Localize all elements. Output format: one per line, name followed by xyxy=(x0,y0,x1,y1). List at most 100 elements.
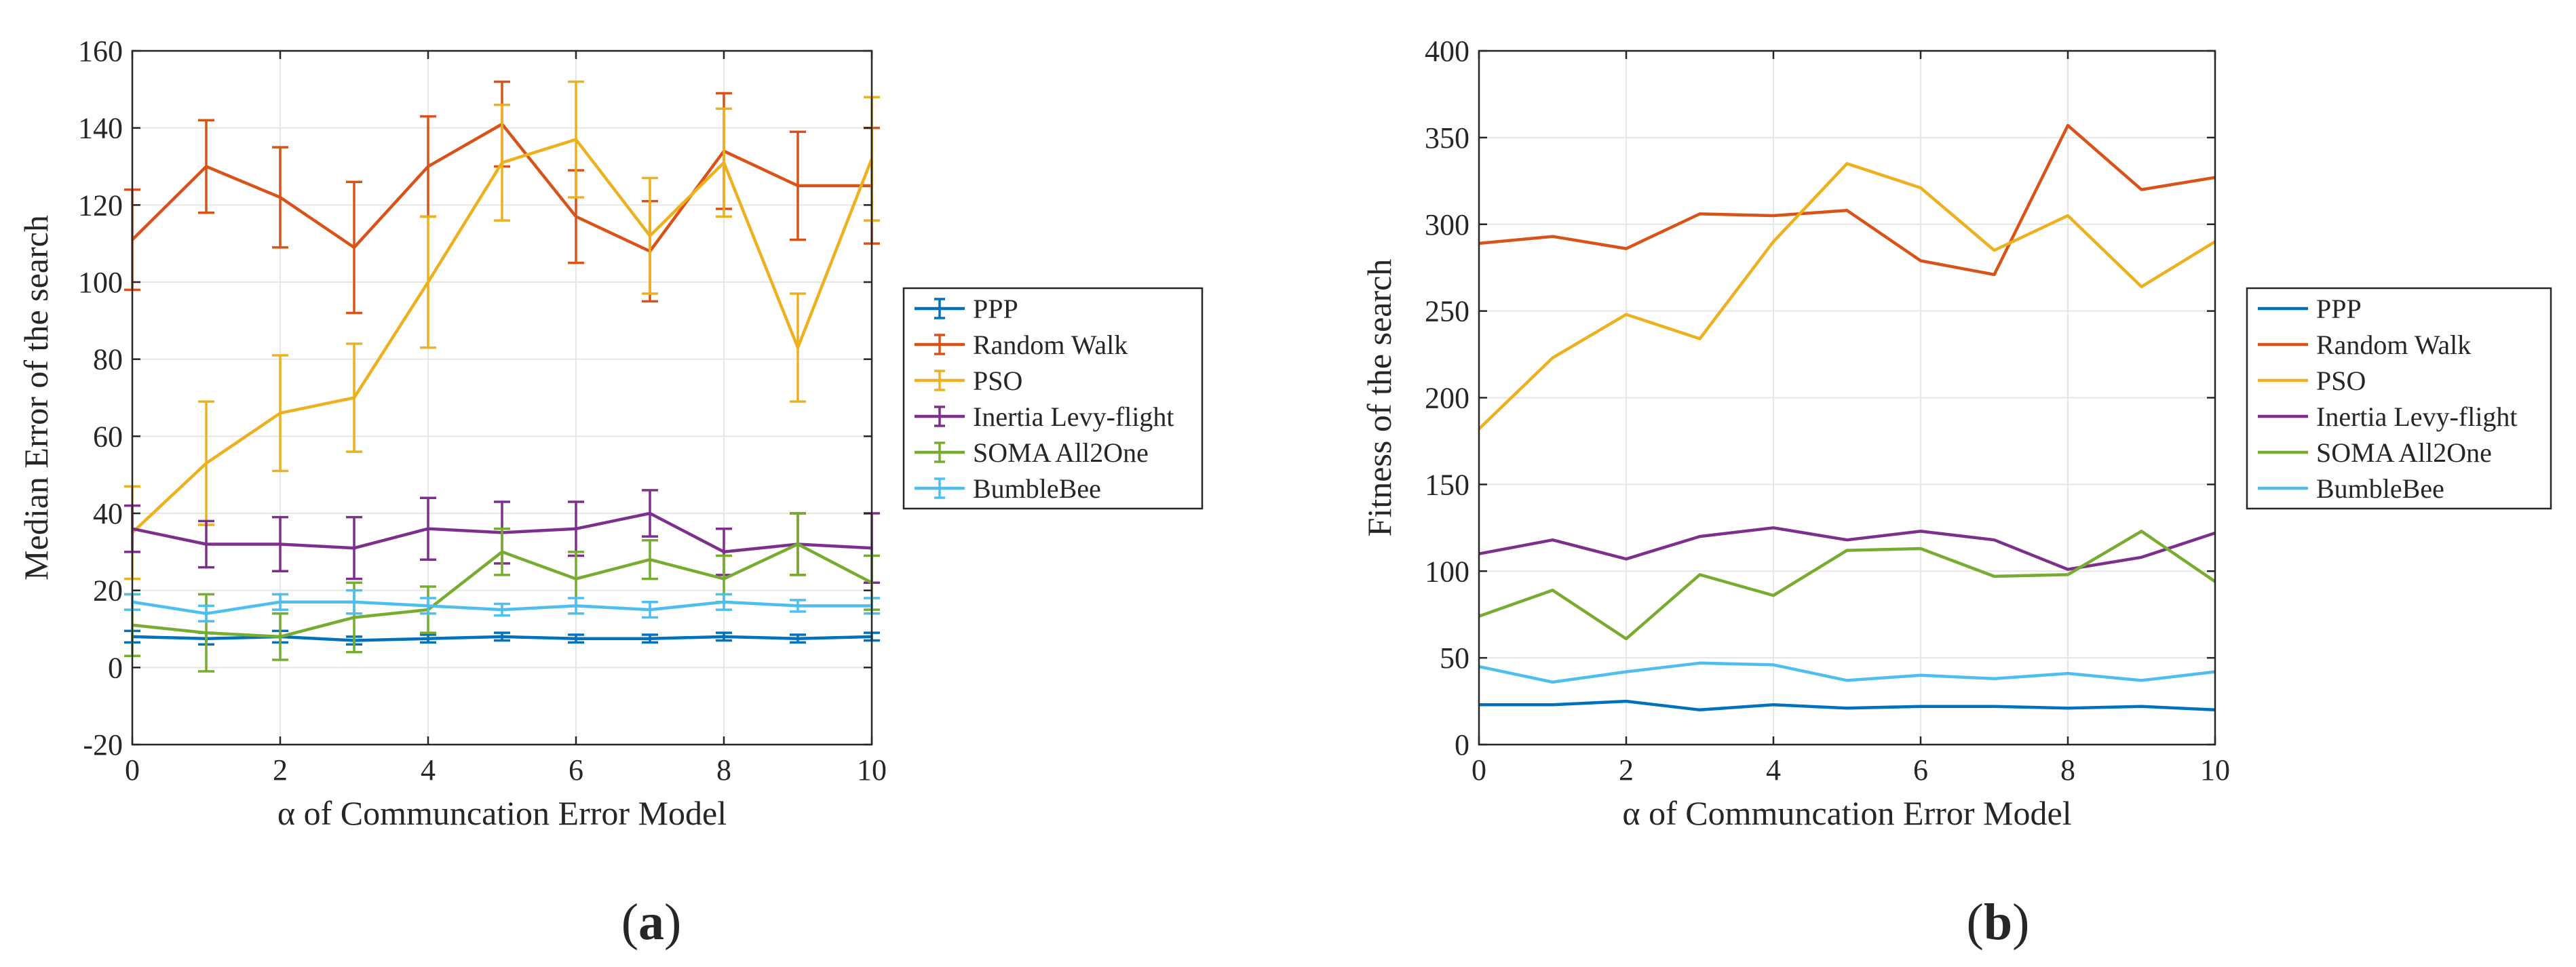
legend-label: BumbleBee xyxy=(2316,473,2444,504)
series-line-soma-all2one xyxy=(1478,530,2216,641)
y-tick-label: 400 xyxy=(1425,35,1469,68)
legend-label: PSO xyxy=(2316,366,2366,396)
panel-label-close: ) xyxy=(2012,894,2029,951)
panel-label-close: ) xyxy=(664,894,681,951)
y-tick-label: 200 xyxy=(1425,382,1469,415)
y-tick-label: 300 xyxy=(1425,208,1469,241)
legend-label: PPP xyxy=(2316,294,2362,324)
legend-label: SOMA All2One xyxy=(973,437,1149,468)
error-bar xyxy=(420,215,436,349)
x-tick-label: 0 xyxy=(125,753,140,787)
y-tick-label: 40 xyxy=(93,497,123,530)
error-bar xyxy=(790,292,806,403)
panel-label-open: ( xyxy=(1967,894,1984,951)
error-bar xyxy=(420,597,436,615)
legend-label: Inertia Levy-flight xyxy=(2316,401,2518,432)
error-bar xyxy=(642,633,658,644)
series-line-random-walk xyxy=(1478,123,2216,277)
error-bar xyxy=(198,519,214,569)
x-tick-label: 4 xyxy=(421,753,436,787)
legend-label: PSO xyxy=(973,366,1022,396)
y-tick-label: 140 xyxy=(78,112,123,145)
panel-label-letter: a xyxy=(638,894,664,951)
x-axis-label: α of Communcation Error Model xyxy=(277,794,727,832)
error-bar xyxy=(346,515,362,580)
legend-label: Random Walk xyxy=(2316,330,2471,360)
error-bar xyxy=(272,146,288,249)
y-tick-label: 0 xyxy=(1455,728,1469,762)
error-bar xyxy=(198,400,214,526)
error-bar xyxy=(716,631,732,642)
y-tick-label: 60 xyxy=(93,420,123,453)
y-tick-label: 250 xyxy=(1425,295,1469,328)
series-line-ppp xyxy=(1479,699,2216,712)
legend-box xyxy=(2246,287,2552,510)
y-tick-label: 20 xyxy=(93,574,123,608)
series-line-pso xyxy=(1478,161,2216,431)
error-bar xyxy=(272,612,288,661)
error-bar xyxy=(198,119,214,214)
x-tick-label: 2 xyxy=(273,753,288,787)
x-tick-label: 0 xyxy=(1472,753,1486,787)
error-bar xyxy=(346,589,362,615)
error-bar xyxy=(642,176,658,295)
error-bar xyxy=(420,115,436,218)
error-bar xyxy=(272,593,288,611)
plot-area-frame xyxy=(131,50,873,746)
error-bar xyxy=(346,342,362,453)
error-bar xyxy=(494,631,510,642)
x-tick-label: 4 xyxy=(1766,753,1781,787)
panel-label: (a) xyxy=(621,894,682,951)
x-tick-label: 6 xyxy=(1913,753,1928,787)
y-tick-label: 80 xyxy=(93,343,123,376)
error-bar xyxy=(494,602,510,617)
error-bar xyxy=(790,633,806,644)
y-tick-label: 100 xyxy=(1425,555,1469,588)
error-bar xyxy=(790,130,806,241)
error-bar xyxy=(790,512,806,576)
y-tick-label: 50 xyxy=(1440,642,1469,675)
legend-label: SOMA All2One xyxy=(2316,437,2492,468)
legend-label: BumbleBee xyxy=(973,473,1101,504)
error-bar xyxy=(790,599,806,613)
x-tick-label: 10 xyxy=(2200,753,2230,787)
legend-label: Inertia Levy-flight xyxy=(973,401,1174,432)
error-bar xyxy=(494,527,510,576)
panel-label-letter: b xyxy=(1984,894,2012,951)
error-bar xyxy=(568,80,584,199)
y-tick-label: 150 xyxy=(1425,468,1469,501)
y-tick-label: 160 xyxy=(78,35,123,68)
y-tick-label: 0 xyxy=(108,651,123,684)
error-bar xyxy=(568,633,584,644)
x-axis-label: α of Communcation Error Model xyxy=(1622,794,2071,832)
x-tick-label: 10 xyxy=(857,753,887,787)
error-bar xyxy=(642,539,658,580)
y-tick-label: 100 xyxy=(78,266,123,299)
error-bar xyxy=(642,600,658,619)
x-tick-label: 8 xyxy=(716,753,731,787)
y-tick-label: 120 xyxy=(78,189,123,222)
error-bar xyxy=(716,107,732,218)
y-axis-label: Fitness of the search xyxy=(1360,259,1398,537)
error-bar xyxy=(272,515,288,572)
y-tick-label: -20 xyxy=(83,728,123,762)
x-tick-label: 6 xyxy=(569,753,583,787)
x-tick-label: 8 xyxy=(2060,753,2075,787)
error-bar xyxy=(568,597,584,615)
y-tick-label: 350 xyxy=(1425,121,1469,155)
error-bar xyxy=(494,103,510,222)
error-bar xyxy=(716,593,732,611)
error-bar xyxy=(272,354,288,473)
panel-label: (b) xyxy=(1967,894,2030,951)
legend-label: PPP xyxy=(973,294,1018,324)
error-bar xyxy=(642,489,658,538)
y-axis-label: Median Error of the search xyxy=(17,215,55,580)
error-bar xyxy=(420,496,436,561)
error-bar xyxy=(198,604,214,623)
series-line-bumblebee xyxy=(1478,661,2216,684)
error-bar xyxy=(420,633,436,644)
legend-label: Random Walk xyxy=(973,330,1128,360)
